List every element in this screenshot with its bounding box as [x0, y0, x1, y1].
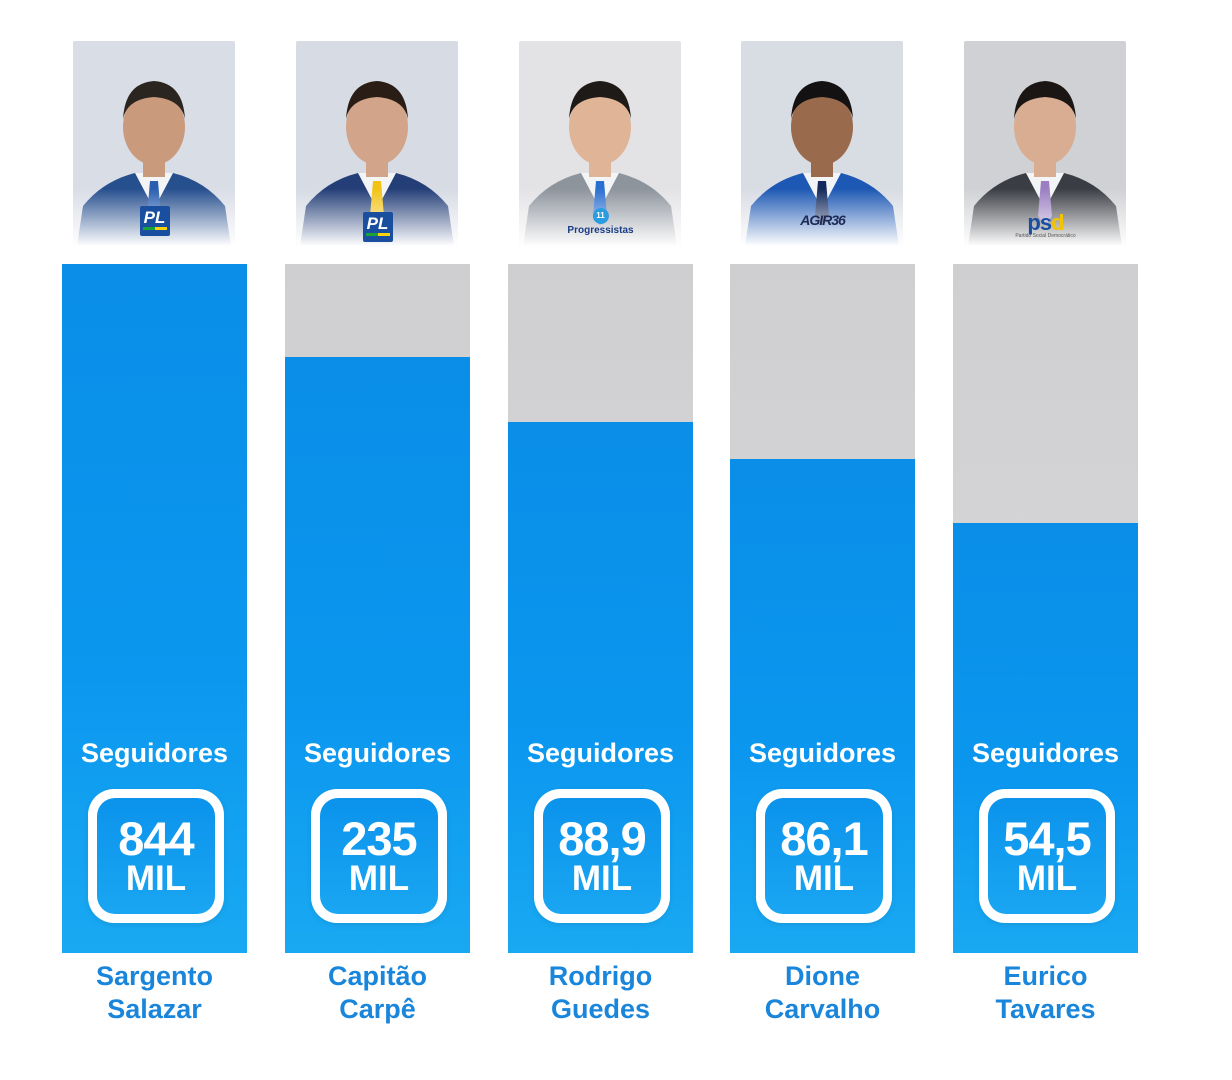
candidate-name: Capitão Carpê	[265, 960, 490, 1026]
name-line: Guedes	[550, 994, 651, 1024]
candidate-name: Dione Carvalho	[710, 960, 935, 1026]
followers-label: Seguidores	[748, 738, 897, 768]
value-badge: 88,9 MIL	[534, 789, 670, 923]
candidate-photo	[741, 41, 903, 246]
unit-label: MIL	[348, 858, 410, 898]
value-label: 86,1	[780, 812, 868, 866]
followers-label: Seguidores	[526, 738, 675, 768]
name-line: Carvalho	[764, 994, 881, 1024]
followers-label: Seguidores	[971, 738, 1120, 768]
candidate-column: 11 Progressistas Seguidores 88,9 MIL Rod…	[508, 0, 693, 1080]
candidate-name: Rodrigo Guedes	[488, 960, 713, 1026]
unit-label: MIL	[793, 858, 855, 898]
party-logo: PL	[139, 206, 170, 236]
followers-label: Seguidores	[303, 738, 452, 768]
value-label: 235	[341, 812, 417, 866]
unit-label: MIL	[125, 858, 187, 898]
name-line: Salazar	[107, 994, 202, 1024]
candidate-column: psd Partido Social Democrático Seguidore…	[953, 0, 1138, 1080]
candidate-photo	[73, 41, 235, 246]
name-line: Rodrigo	[548, 961, 653, 991]
party-logo: 11 Progressistas	[567, 208, 634, 236]
party-logo: PL	[362, 212, 393, 242]
name-line: Sargento	[95, 961, 214, 991]
name-line: Carpê	[339, 994, 416, 1024]
name-line: Tavares	[995, 994, 1096, 1024]
candidate-name: Sargento Salazar	[42, 960, 267, 1026]
psd-party-logo: psd Partido Social Democrático	[1015, 210, 1076, 239]
candidate-column: AGIR36 Seguidores 86,1 MIL Dione Carvalh…	[730, 0, 915, 1080]
candidate-column: PL Seguidores 844 MIL Sargento Salazar	[62, 0, 247, 1080]
progressistas-party-logo: 11 Progressistas	[567, 208, 634, 236]
pl-party-logo: PL	[139, 206, 170, 236]
value-label: 844	[118, 812, 194, 866]
candidate-photo	[296, 41, 458, 246]
candidate-photo	[519, 41, 681, 246]
value-badge: 235 MIL	[311, 789, 447, 923]
name-line: Eurico	[1003, 961, 1088, 991]
agir-party-logo: AGIR36	[800, 212, 846, 228]
followers-label: Seguidores	[80, 738, 229, 768]
pl-party-logo: PL	[362, 212, 393, 242]
party-logo: psd Partido Social Democrático	[1015, 212, 1075, 239]
value-badge: 54,5 MIL	[979, 789, 1115, 923]
candidate-name: Eurico Tavares	[933, 960, 1158, 1026]
name-line: Dione	[784, 961, 860, 991]
unit-label: MIL	[571, 858, 633, 898]
value-badge: 86,1 MIL	[756, 789, 892, 923]
value-badge: 844 MIL	[88, 789, 224, 923]
candidate-photo	[964, 41, 1126, 246]
party-logo: AGIR36	[800, 212, 846, 228]
name-line: Capitão	[327, 961, 427, 991]
value-label: 88,9	[558, 812, 646, 866]
value-label: 54,5	[1003, 812, 1091, 866]
candidate-column: PL Seguidores 235 MIL Capitão Carpê	[285, 0, 470, 1080]
unit-label: MIL	[1016, 858, 1078, 898]
